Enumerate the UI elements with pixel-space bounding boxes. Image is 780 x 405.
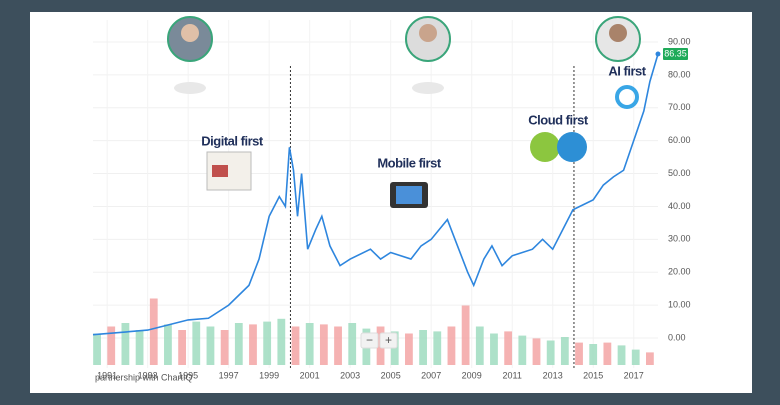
volume-bar <box>164 324 172 365</box>
volume-bar <box>419 330 427 365</box>
zoom-out-label[interactable]: − <box>366 333 373 347</box>
volume-bar <box>291 326 300 365</box>
phones-screen <box>396 186 422 204</box>
volume <box>93 298 654 365</box>
volume-bar <box>249 324 257 365</box>
volume-bar <box>447 326 456 365</box>
volume-bar <box>334 326 342 365</box>
x-tick-label: 2015 <box>583 370 603 380</box>
x-tick-label: 2005 <box>381 370 401 380</box>
volume-bar <box>234 323 243 365</box>
volume-bar <box>319 324 328 365</box>
y-tick-label: 40.00 <box>668 201 691 211</box>
volume-bar <box>631 349 640 365</box>
volume-bar <box>504 331 513 365</box>
volume-bar <box>461 305 470 365</box>
plot: 86.35 <box>92 48 688 370</box>
volume-bar <box>589 344 598 365</box>
volume-bar <box>93 333 101 365</box>
x-tick-label: 1999 <box>259 370 279 380</box>
volume-bar <box>206 326 215 365</box>
y-tick-label: 10.00 <box>668 299 691 309</box>
x-tick-label: 1993 <box>138 370 158 380</box>
y-tick-label: 50.00 <box>668 168 691 178</box>
newspaper-photo <box>212 165 228 177</box>
volume-bar <box>546 340 555 365</box>
y-tick-label: 90.00 <box>668 36 691 46</box>
volume-bar <box>149 298 158 365</box>
volume-bar <box>646 352 654 365</box>
volume-bar <box>490 333 498 365</box>
volume-bar <box>603 342 612 365</box>
ai-ring <box>615 85 639 109</box>
volume-bar <box>560 337 569 365</box>
volume-bar <box>107 326 116 365</box>
x-tick-label: 2013 <box>543 370 563 380</box>
y-tick-label: 0.00 <box>668 332 686 342</box>
x-tick-label: 2001 <box>300 370 320 380</box>
x-tick-label: 2003 <box>340 370 360 380</box>
price-tag-label: 86.35 <box>664 48 687 58</box>
y-tick-label: 30.00 <box>668 234 691 244</box>
cloud-icon <box>557 132 587 162</box>
y-tick-label: 20.00 <box>668 267 691 277</box>
last-point <box>655 51 661 57</box>
face <box>181 24 199 42</box>
volume-bar <box>433 331 442 365</box>
face <box>419 24 437 42</box>
volume-bar <box>277 318 286 365</box>
volume-bar <box>575 342 583 365</box>
volume-bar <box>220 330 229 365</box>
x-tick-label: 2011 <box>503 370 522 380</box>
x-tick-label: 2009 <box>462 370 482 380</box>
icons <box>206 85 639 208</box>
y-tick-label: 70.00 <box>668 102 691 112</box>
annotation: AI first <box>608 63 646 78</box>
volume-bar <box>405 333 413 365</box>
volume-bar <box>532 338 541 365</box>
annotation: Mobile first <box>377 155 442 170</box>
zoom-out-button[interactable] <box>360 332 379 349</box>
x-tick-label: 2017 <box>624 370 644 380</box>
annotation: Cloud first <box>528 112 589 127</box>
credit: partnership with ChartIQ <box>95 372 193 382</box>
volume-bar <box>121 323 130 365</box>
x-tick-label: 1995 <box>178 370 198 380</box>
volume-bar <box>348 323 357 365</box>
grid: 0.00 10.00 20.00 30.00 40.00 50.00 60.00 70.00 8… <box>93 20 691 380</box>
annotation: Digital first <box>201 133 264 148</box>
volume-bar <box>305 323 314 365</box>
volume-bar <box>135 330 144 365</box>
face <box>609 24 627 42</box>
zoom-controls: − + <box>360 332 398 349</box>
shadow <box>412 82 444 94</box>
volume-bar <box>263 321 272 365</box>
device-icon <box>530 132 560 162</box>
zoom-in-label[interactable]: + <box>385 333 392 347</box>
y-tick-label: 80.00 <box>668 69 691 79</box>
shadow <box>174 82 206 94</box>
price-line <box>92 53 659 336</box>
volume-bar <box>617 345 626 365</box>
y-tick-label: 60.00 <box>668 135 691 145</box>
volume-bar <box>192 321 201 365</box>
volume-bar <box>475 326 484 365</box>
x-tick-label: 1997 <box>219 370 239 380</box>
volume-bar <box>178 330 187 365</box>
x-tick-label: 2007 <box>421 370 441 380</box>
zoom-in-button[interactable] <box>379 332 398 349</box>
volume-bar <box>518 335 527 365</box>
portraits <box>167 16 641 94</box>
x-tick-label: 1991 <box>97 370 117 380</box>
price-tag <box>663 48 688 61</box>
